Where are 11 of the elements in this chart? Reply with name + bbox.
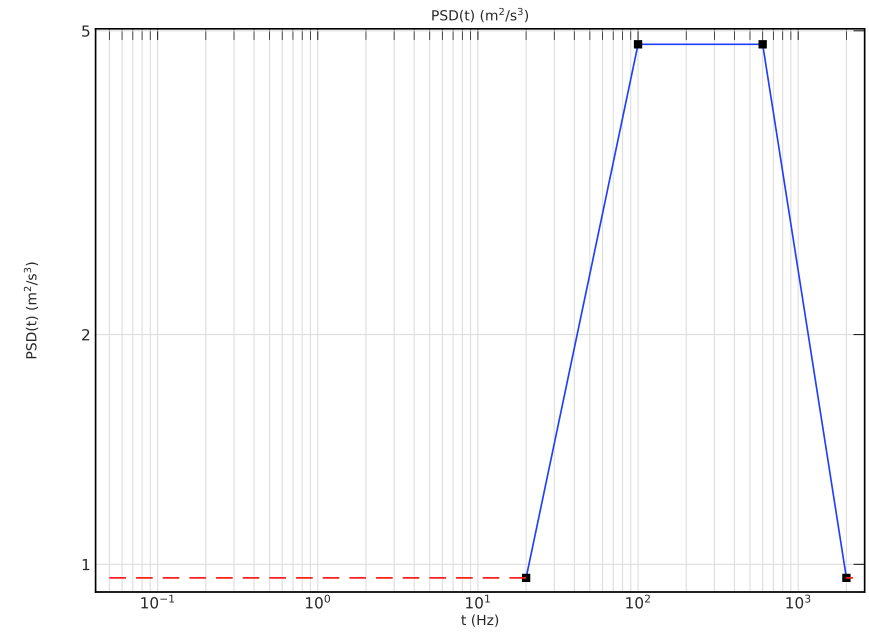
y-tick-label: 2 [82,329,90,340]
chart-title: PSD(t) (m$^{2}$/s$^{3}$) [432,8,528,22]
y-tick-label: 1 [82,559,90,570]
x-axis-title: t (Hz) [461,614,498,627]
y-tick-label: 5 [82,25,90,37]
x-tick-label: 10$^{2}$ [626,594,650,609]
x-tick-label: 10$^{3}$ [786,594,810,609]
x-tick-label: 10$^{−1}$ [141,594,174,609]
x-tick-label: 10$^{1}$ [466,594,490,609]
y-axis-title: PSD(t) (m$^{2}$/s$^{3}$) [24,262,38,358]
x-tick-label: 10$^{0}$ [306,594,330,609]
